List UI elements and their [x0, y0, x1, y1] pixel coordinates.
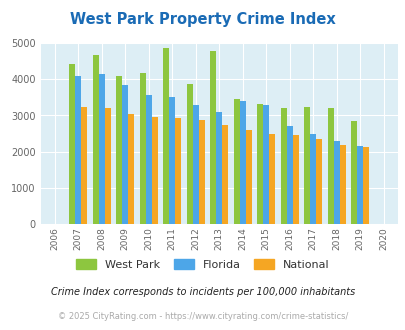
Bar [163, 48, 169, 224]
Bar [175, 118, 181, 224]
Bar [116, 76, 122, 224]
Bar [280, 108, 286, 224]
Bar [169, 97, 175, 224]
Bar [140, 73, 145, 224]
Bar [192, 105, 198, 224]
Bar [69, 64, 75, 224]
Bar [315, 139, 321, 224]
Bar [304, 107, 309, 224]
Bar [362, 147, 368, 224]
Text: Crime Index corresponds to incidents per 100,000 inhabitants: Crime Index corresponds to incidents per… [51, 287, 354, 297]
Bar [128, 114, 134, 224]
Bar [216, 112, 222, 224]
Bar [356, 146, 362, 224]
Bar [186, 83, 192, 224]
Bar [269, 134, 275, 224]
Bar [239, 101, 245, 224]
Bar [98, 75, 104, 224]
Bar [339, 145, 345, 224]
Legend: West Park, Florida, National: West Park, Florida, National [72, 255, 333, 274]
Text: West Park Property Crime Index: West Park Property Crime Index [70, 12, 335, 26]
Bar [286, 126, 292, 224]
Text: © 2025 CityRating.com - https://www.cityrating.com/crime-statistics/: © 2025 CityRating.com - https://www.city… [58, 312, 347, 321]
Bar [151, 117, 157, 224]
Bar [233, 99, 239, 224]
Bar [104, 108, 110, 224]
Bar [257, 104, 263, 224]
Bar [327, 108, 333, 224]
Bar [210, 51, 216, 224]
Bar [351, 121, 356, 224]
Bar [122, 85, 128, 224]
Bar [333, 141, 339, 224]
Bar [145, 95, 151, 224]
Bar [309, 134, 315, 224]
Bar [263, 105, 269, 224]
Bar [198, 120, 204, 224]
Bar [81, 107, 87, 224]
Bar [292, 135, 298, 224]
Bar [245, 130, 251, 224]
Bar [93, 55, 98, 224]
Bar [222, 125, 228, 224]
Bar [75, 76, 81, 224]
